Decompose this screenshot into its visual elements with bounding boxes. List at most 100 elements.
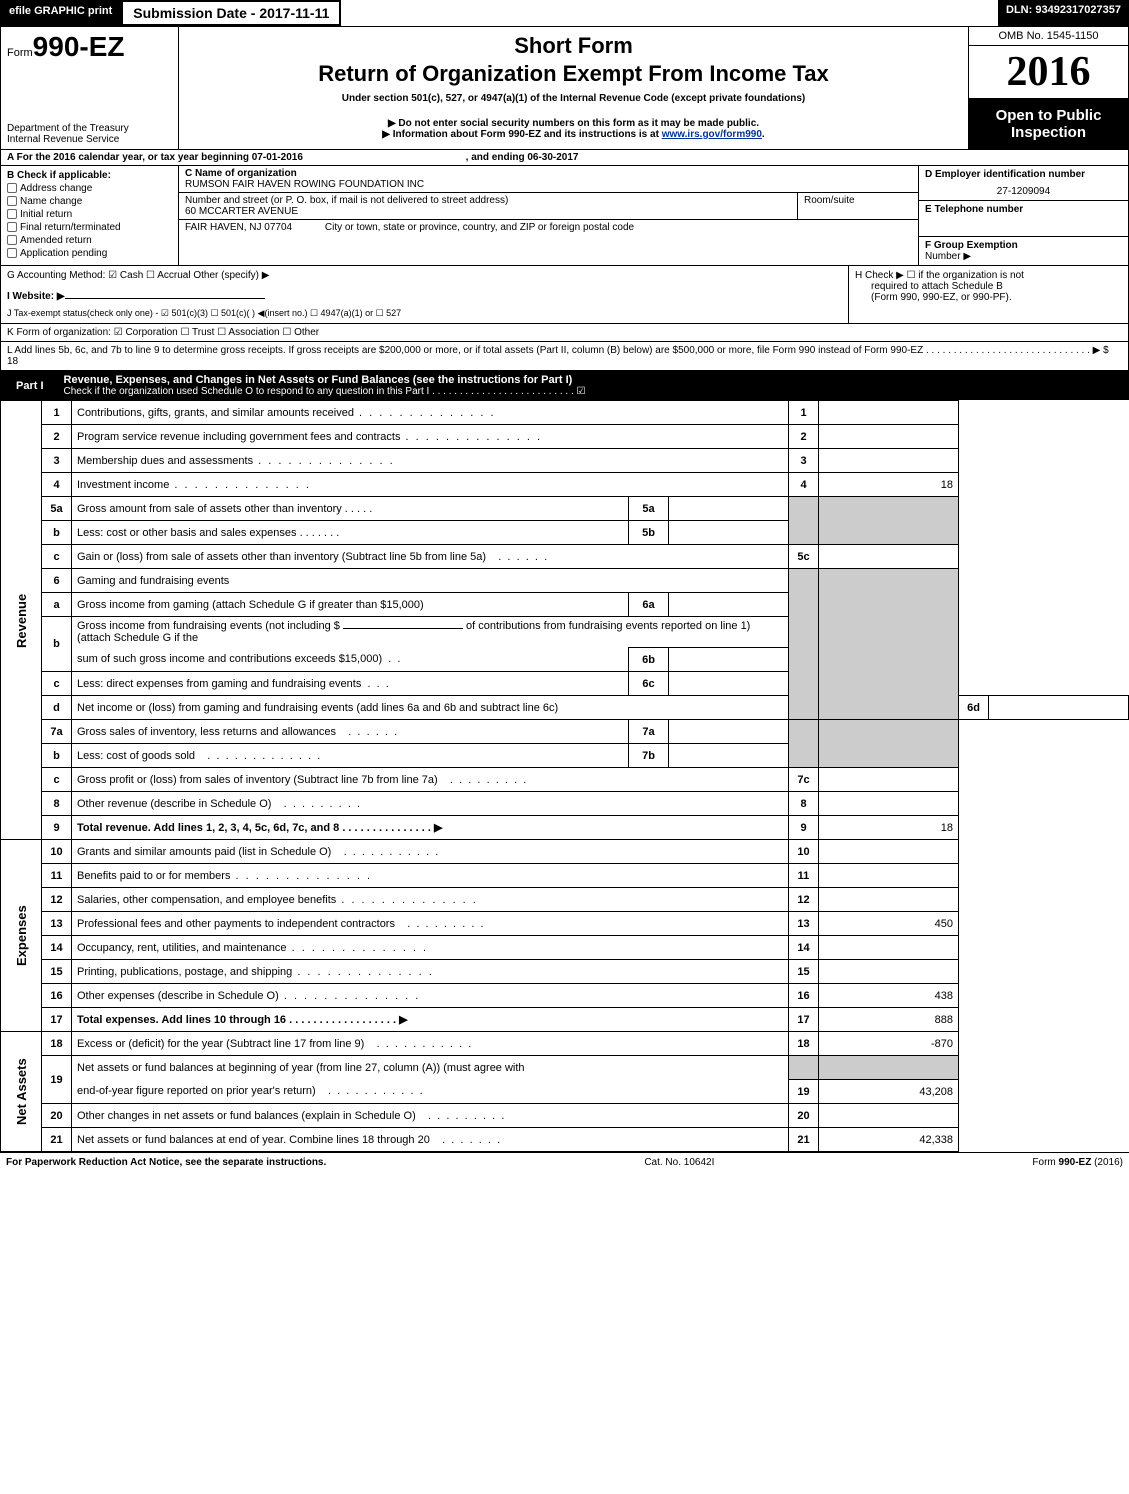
line-num: 5a bbox=[42, 497, 72, 521]
chk-initial-return[interactable]: Initial return bbox=[7, 209, 172, 220]
do-not-enter-text: ▶ Do not enter social security numbers o… bbox=[185, 118, 962, 129]
line-amount: -870 bbox=[819, 1032, 959, 1056]
line-desc: Net assets or fund balances at beginning… bbox=[72, 1056, 789, 1080]
line-num: d bbox=[42, 696, 72, 720]
chk-label: Final return/terminated bbox=[20, 222, 121, 233]
shade-cell bbox=[819, 720, 959, 768]
dept-irs: Internal Revenue Service bbox=[7, 134, 172, 145]
col-gij: G Accounting Method: ☑ Cash ☐ Accrual Ot… bbox=[1, 266, 848, 323]
line-desc: Printing, publications, postage, and shi… bbox=[72, 960, 789, 984]
line-num: c bbox=[42, 768, 72, 792]
line-amount: 18 bbox=[819, 473, 959, 497]
section-ghij: G Accounting Method: ☑ Cash ☐ Accrual Ot… bbox=[0, 266, 1129, 324]
line-desc: Contributions, gifts, grants, and simila… bbox=[72, 401, 789, 425]
part1-header: Part I Revenue, Expenses, and Changes in… bbox=[0, 371, 1129, 400]
table-row: 19 Net assets or fund balances at beginn… bbox=[1, 1056, 1129, 1080]
row-a-mid: , and ending bbox=[466, 152, 528, 163]
phone-box: E Telephone number bbox=[919, 201, 1128, 237]
line-ref: 11 bbox=[789, 864, 819, 888]
ein-value: 27-1209094 bbox=[925, 186, 1122, 197]
line-desc: Other revenue (describe in Schedule O) .… bbox=[72, 792, 789, 816]
line-num: 20 bbox=[42, 1104, 72, 1128]
sub-num: 6b bbox=[629, 648, 669, 672]
shade-cell bbox=[789, 720, 819, 768]
sub-value bbox=[669, 497, 789, 521]
footer-left: For Paperwork Reduction Act Notice, see … bbox=[6, 1157, 326, 1168]
section-bcdef: B Check if applicable: Address change Na… bbox=[0, 166, 1129, 266]
row-a-tax-year: A For the 2016 calendar year, or tax yea… bbox=[0, 150, 1129, 166]
line-desc: Investment income bbox=[72, 473, 789, 497]
line-num: 21 bbox=[42, 1128, 72, 1152]
table-row: 15 Printing, publications, postage, and … bbox=[1, 960, 1129, 984]
line-num: 18 bbox=[42, 1032, 72, 1056]
row-h-line3: (Form 990, 990-EZ, or 990-PF). bbox=[871, 292, 1122, 303]
line-num: b bbox=[42, 521, 72, 545]
table-row: b Less: cost or other basis and sales ex… bbox=[1, 521, 1129, 545]
line-amount: 888 bbox=[819, 1008, 959, 1032]
open-public-line1: Open to Public bbox=[973, 107, 1124, 124]
line-amount bbox=[819, 864, 959, 888]
line-num: 7a bbox=[42, 720, 72, 744]
chk-amended-return[interactable]: Amended return bbox=[7, 235, 172, 246]
omb-number: OMB No. 1545-1150 bbox=[969, 27, 1128, 46]
city-box: FAIR HAVEN, NJ 07704 City or town, state… bbox=[179, 220, 918, 265]
line-desc: Gross income from gaming (attach Schedul… bbox=[72, 593, 629, 617]
header-left: Form990-EZ Department of the Treasury In… bbox=[1, 27, 179, 149]
org-name-value: RUMSON FAIR HAVEN ROWING FOUNDATION INC bbox=[185, 179, 912, 190]
street-label: Number and street (or P. O. box, if mail… bbox=[185, 195, 791, 206]
table-row: 3 Membership dues and assessments 3 bbox=[1, 449, 1129, 473]
line-desc: Less: cost or other basis and sales expe… bbox=[72, 521, 629, 545]
line-num: 19 bbox=[42, 1056, 72, 1104]
irs-link[interactable]: www.irs.gov/form990 bbox=[662, 129, 762, 140]
page-footer: For Paperwork Reduction Act Notice, see … bbox=[0, 1152, 1129, 1172]
line-desc: Professional fees and other payments to … bbox=[72, 912, 789, 936]
chk-final-return[interactable]: Final return/terminated bbox=[7, 222, 172, 233]
line-amount: 450 bbox=[819, 912, 959, 936]
line-ref: 16 bbox=[789, 984, 819, 1008]
col-def: D Employer identification number 27-1209… bbox=[918, 166, 1128, 265]
table-row: Revenue 1 Contributions, gifts, grants, … bbox=[1, 401, 1129, 425]
line-ref: 8 bbox=[789, 792, 819, 816]
ein-label: D Employer identification number bbox=[925, 169, 1122, 180]
line-ref: 5c bbox=[789, 545, 819, 569]
row-l-gross-receipts: L Add lines 5b, 6c, and 7b to line 9 to … bbox=[0, 342, 1129, 371]
row-k-form-org: K Form of organization: ☑ Corporation ☐ … bbox=[0, 324, 1129, 342]
table-row: sum of such gross income and contributio… bbox=[1, 648, 1129, 672]
col-h: H Check ▶ ☐ if the organization is not r… bbox=[848, 266, 1128, 323]
chk-label: Amended return bbox=[20, 235, 92, 246]
line-desc: Gross income from fundraising events (no… bbox=[72, 617, 789, 648]
sub-value bbox=[669, 744, 789, 768]
street-box: Number and street (or P. O. box, if mail… bbox=[179, 193, 798, 219]
shade-cell bbox=[819, 1056, 959, 1080]
table-row: 11 Benefits paid to or for members 11 bbox=[1, 864, 1129, 888]
chk-address-change[interactable]: Address change bbox=[7, 183, 172, 194]
footer-right: Form 990-EZ (2016) bbox=[1032, 1157, 1123, 1168]
chk-application-pending[interactable]: Application pending bbox=[7, 248, 172, 259]
chk-label: Name change bbox=[20, 196, 82, 207]
line-amount bbox=[819, 449, 959, 473]
line-num: 4 bbox=[42, 473, 72, 497]
info-text: ▶ Information about Form 990-EZ and its … bbox=[185, 129, 962, 140]
sub-value bbox=[669, 521, 789, 545]
line-ref: 20 bbox=[789, 1104, 819, 1128]
address-row: Number and street (or P. O. box, if mail… bbox=[179, 193, 918, 220]
chk-name-change[interactable]: Name change bbox=[7, 196, 172, 207]
line-amount bbox=[819, 768, 959, 792]
table-row: 21 Net assets or fund balances at end of… bbox=[1, 1128, 1129, 1152]
line-num: 15 bbox=[42, 960, 72, 984]
line-desc: Program service revenue including govern… bbox=[72, 425, 789, 449]
org-name-box: C Name of organization RUMSON FAIR HAVEN… bbox=[179, 166, 918, 193]
line-amount bbox=[819, 1104, 959, 1128]
dept-treasury: Department of the Treasury bbox=[7, 123, 172, 134]
city-value: FAIR HAVEN, NJ 07704 bbox=[185, 222, 292, 233]
efile-print-button[interactable]: efile GRAPHIC print bbox=[0, 0, 121, 26]
table-row: a Gross income from gaming (attach Sched… bbox=[1, 593, 1129, 617]
room-label: Room/suite bbox=[804, 195, 912, 206]
line-ref: 19 bbox=[789, 1080, 819, 1104]
line-num: c bbox=[42, 545, 72, 569]
open-to-public: Open to Public Inspection bbox=[969, 99, 1128, 149]
part1-label: Part I bbox=[6, 378, 54, 394]
line-ref: 9 bbox=[789, 816, 819, 840]
form-number: 990-EZ bbox=[33, 31, 125, 62]
line-amount: 43,208 bbox=[819, 1080, 959, 1104]
